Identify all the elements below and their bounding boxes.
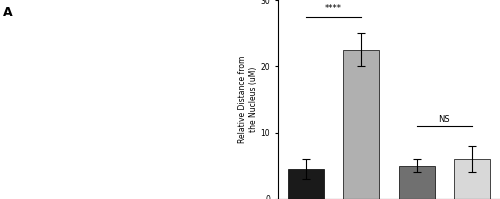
Text: A: A xyxy=(3,6,13,19)
Bar xyxy=(454,159,490,199)
Y-axis label: Relative Distance from
the Nucleus (uM): Relative Distance from the Nucleus (uM) xyxy=(238,56,258,143)
Text: NS: NS xyxy=(438,115,450,124)
Bar xyxy=(398,166,434,199)
Bar xyxy=(343,50,379,199)
Text: ****: **** xyxy=(325,4,342,13)
Text: B: B xyxy=(200,0,209,3)
Bar xyxy=(288,169,324,199)
